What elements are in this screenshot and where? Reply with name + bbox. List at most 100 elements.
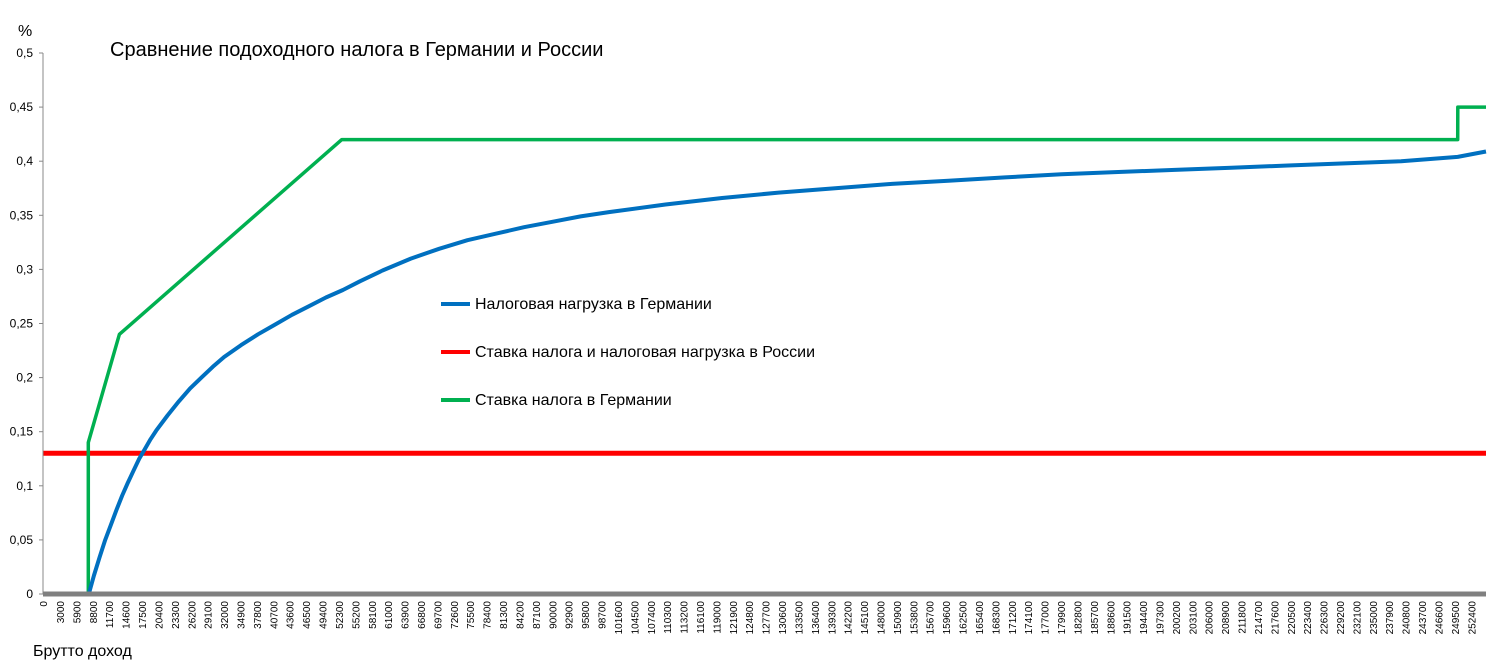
x-tick-label: 3000 xyxy=(56,601,67,624)
x-tick-label: 95800 xyxy=(581,601,592,629)
legend-label: Ставка налога и налоговая нагрузка в Рос… xyxy=(475,344,815,361)
legend: Налоговая нагрузка в Германии Ставка нало… xyxy=(441,296,815,409)
x-tick-label: 121900 xyxy=(729,601,740,635)
x-tick-label: 237900 xyxy=(1385,601,1396,635)
x-tick-label: 206000 xyxy=(1205,601,1216,635)
x-tick-label: 116100 xyxy=(696,601,707,634)
x-tick-label: 107400 xyxy=(647,601,658,635)
y-tick-label: 0,05 xyxy=(10,533,34,547)
chart-title: Сравнение подоходного налога в Германии … xyxy=(110,39,603,61)
x-tick-label: 26200 xyxy=(187,601,198,629)
x-axis-label: Брутто доход xyxy=(33,643,132,660)
x-tick-label: 191500 xyxy=(1123,601,1134,635)
x-tick-label: 171200 xyxy=(1008,601,1019,635)
x-tick-label: 0 xyxy=(39,601,50,607)
x-tick-label: 66800 xyxy=(417,601,428,629)
x-tick-label: 90000 xyxy=(548,601,559,629)
x-tick-label: 226300 xyxy=(1320,601,1331,635)
x-tick-label: 162500 xyxy=(959,601,970,635)
x-tick-label: 5900 xyxy=(72,601,83,624)
x-tick-label: 243700 xyxy=(1418,601,1429,635)
y-tick-label: 0,4 xyxy=(16,154,33,168)
legend-label: Ставка налога в Германии xyxy=(475,392,672,409)
x-axis-ticks: 0 3000 5900 8800 11700 14600 17500 20400 23300 26… xyxy=(39,601,1478,635)
x-tick-label: 37800 xyxy=(253,601,264,629)
x-tick-label: 133500 xyxy=(794,601,805,635)
x-tick-label: 194400 xyxy=(1139,601,1150,635)
y-tick-label: 0,45 xyxy=(10,100,34,114)
x-tick-label: 145100 xyxy=(860,601,871,635)
x-tick-label: 92900 xyxy=(565,601,576,629)
y-tick-label: 0,15 xyxy=(10,425,34,439)
x-tick-label: 130600 xyxy=(778,601,789,635)
x-tick-label: 124800 xyxy=(745,601,756,635)
x-tick-label: 20400 xyxy=(154,601,165,629)
x-tick-label: 240800 xyxy=(1402,601,1413,635)
x-tick-label: 49400 xyxy=(319,601,330,629)
x-tick-label: 203100 xyxy=(1188,601,1199,635)
x-tick-label: 104500 xyxy=(630,601,641,635)
x-tick-label: 148000 xyxy=(877,601,888,635)
y-tick-label: 0,2 xyxy=(16,371,33,385)
x-tick-label: 58100 xyxy=(368,601,379,629)
x-tick-label: 220500 xyxy=(1287,601,1298,635)
x-tick-label: 101600 xyxy=(614,601,625,635)
y-tick-label: 0,25 xyxy=(10,317,34,331)
x-tick-label: 110300 xyxy=(663,601,674,634)
x-tick-label: 208900 xyxy=(1221,601,1232,635)
x-tick-label: 214700 xyxy=(1254,601,1265,635)
x-tick-label: 78400 xyxy=(483,601,494,629)
x-tick-label: 188600 xyxy=(1106,601,1117,635)
x-tick-label: 29100 xyxy=(204,601,215,629)
x-tick-label: 232100 xyxy=(1352,601,1363,635)
x-tick-label: 185700 xyxy=(1090,601,1101,635)
series-line-0 xyxy=(43,149,1487,596)
series-layer xyxy=(43,105,1487,596)
x-tick-label: 142200 xyxy=(844,601,855,635)
y-tick-label: 0,35 xyxy=(10,208,34,222)
x-tick-label: 23300 xyxy=(171,601,182,629)
x-tick-label: 235000 xyxy=(1369,601,1380,635)
x-tick-label: 165400 xyxy=(975,601,986,635)
x-tick-label: 153800 xyxy=(909,601,920,635)
x-tick-label: 211800 xyxy=(1238,601,1249,634)
x-tick-label: 69700 xyxy=(433,601,444,629)
x-tick-label: 177000 xyxy=(1041,601,1052,635)
x-tick-label: 72600 xyxy=(450,601,461,629)
x-tick-label: 197300 xyxy=(1155,601,1166,635)
y-tick-label: 0 xyxy=(26,587,33,601)
x-tick-label: 98700 xyxy=(598,601,609,629)
x-tick-label: 156700 xyxy=(926,601,937,635)
x-tick-label: 84200 xyxy=(515,601,526,629)
y-tick-label: 0,3 xyxy=(16,262,33,276)
x-tick-label: 14600 xyxy=(122,601,133,629)
x-tick-label: 32000 xyxy=(220,601,231,629)
x-tick-label: 46500 xyxy=(302,601,313,629)
x-tick-label: 75500 xyxy=(466,601,477,629)
x-tick-label: 43600 xyxy=(286,601,297,629)
x-tick-label: 55200 xyxy=(351,601,362,629)
x-tick-label: 182800 xyxy=(1073,601,1084,635)
x-tick-label: 139300 xyxy=(827,601,838,635)
x-tick-label: 63900 xyxy=(401,601,412,629)
x-tick-label: 61000 xyxy=(384,601,395,629)
x-tick-label: 200200 xyxy=(1172,601,1183,635)
x-tick-label: 179900 xyxy=(1057,601,1068,635)
x-tick-label: 8800 xyxy=(89,601,100,624)
legend-label: Налоговая нагрузка в Германии xyxy=(475,296,712,313)
x-tick-label: 113200 xyxy=(680,601,691,634)
y-axis-ticks: 0 0,05 0,1 0,15 0,2 0,25 0,3 0,35 0,4 0,45 0,5 xyxy=(10,46,43,601)
x-tick-label: 17500 xyxy=(138,601,149,629)
x-tick-label: 119000 xyxy=(712,601,723,634)
x-tick-label: 168300 xyxy=(991,601,1002,635)
series-line-2 xyxy=(43,105,1486,596)
x-tick-label: 11700 xyxy=(105,601,116,629)
x-tick-label: 246600 xyxy=(1434,601,1445,635)
x-tick-label: 174100 xyxy=(1024,601,1035,635)
x-tick-label: 34900 xyxy=(236,601,247,629)
x-tick-label: 217600 xyxy=(1270,601,1281,635)
y-tick-label: 0,1 xyxy=(16,479,33,493)
x-tick-label: 81300 xyxy=(499,601,510,629)
x-tick-label: 40700 xyxy=(269,601,280,629)
